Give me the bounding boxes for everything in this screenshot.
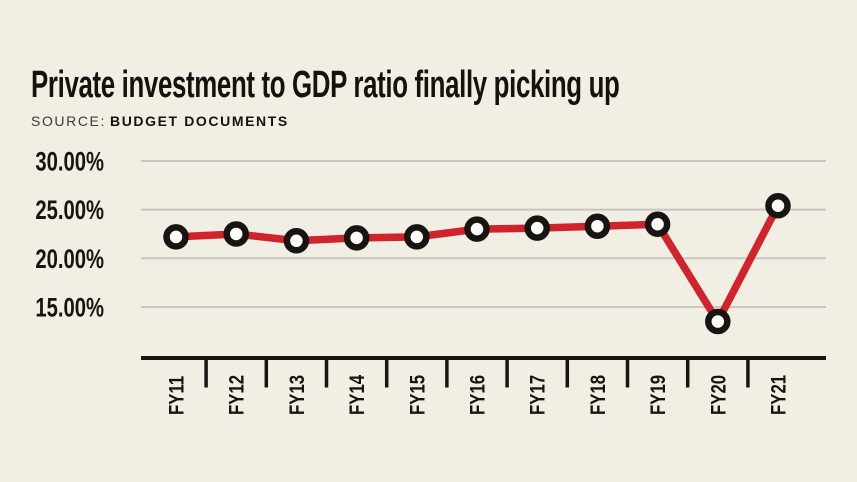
x-tick-label: FY15 <box>407 374 430 415</box>
source-value: BUDGET DOCUMENTS <box>110 113 289 129</box>
x-tick-label: FY19 <box>647 375 670 415</box>
x-tick-label: FY21 <box>768 374 791 415</box>
y-tick-label: 30.00% <box>35 147 104 178</box>
data-point-FY15 <box>404 224 430 250</box>
data-point-FY20 <box>705 308 731 335</box>
source-line: SOURCE: BUDGET DOCUMENTS <box>31 113 289 129</box>
x-tick-label: FY20 <box>708 375 731 415</box>
data-point-FY21 <box>765 193 791 219</box>
data-point-FY11 <box>163 224 189 250</box>
x-tick-label: FY13 <box>286 375 309 415</box>
data-point-FY18 <box>584 213 611 239</box>
x-tick-label: FY11 <box>166 375 189 415</box>
data-point-FY14 <box>343 225 370 251</box>
data-point-FY12 <box>223 221 249 247</box>
x-tick-label: FY18 <box>587 375 610 415</box>
x-tick-label: FY12 <box>226 375 249 415</box>
source-label: SOURCE: <box>31 113 106 129</box>
y-tick-label: 15.00% <box>35 293 104 324</box>
data-point-FY13 <box>283 228 310 254</box>
x-tick-label: FY17 <box>527 375 550 415</box>
x-tick-label: FY14 <box>346 374 369 415</box>
x-tick-label: FY16 <box>467 375 490 415</box>
data-point-FY19 <box>644 211 671 237</box>
chart-title: Private investment to GDP ratio finally … <box>31 64 620 106</box>
data-point-FY17 <box>524 215 550 241</box>
y-tick-label: 25.00% <box>35 195 104 226</box>
data-point-FY16 <box>464 216 490 242</box>
y-tick-label: 20.00% <box>35 244 104 275</box>
